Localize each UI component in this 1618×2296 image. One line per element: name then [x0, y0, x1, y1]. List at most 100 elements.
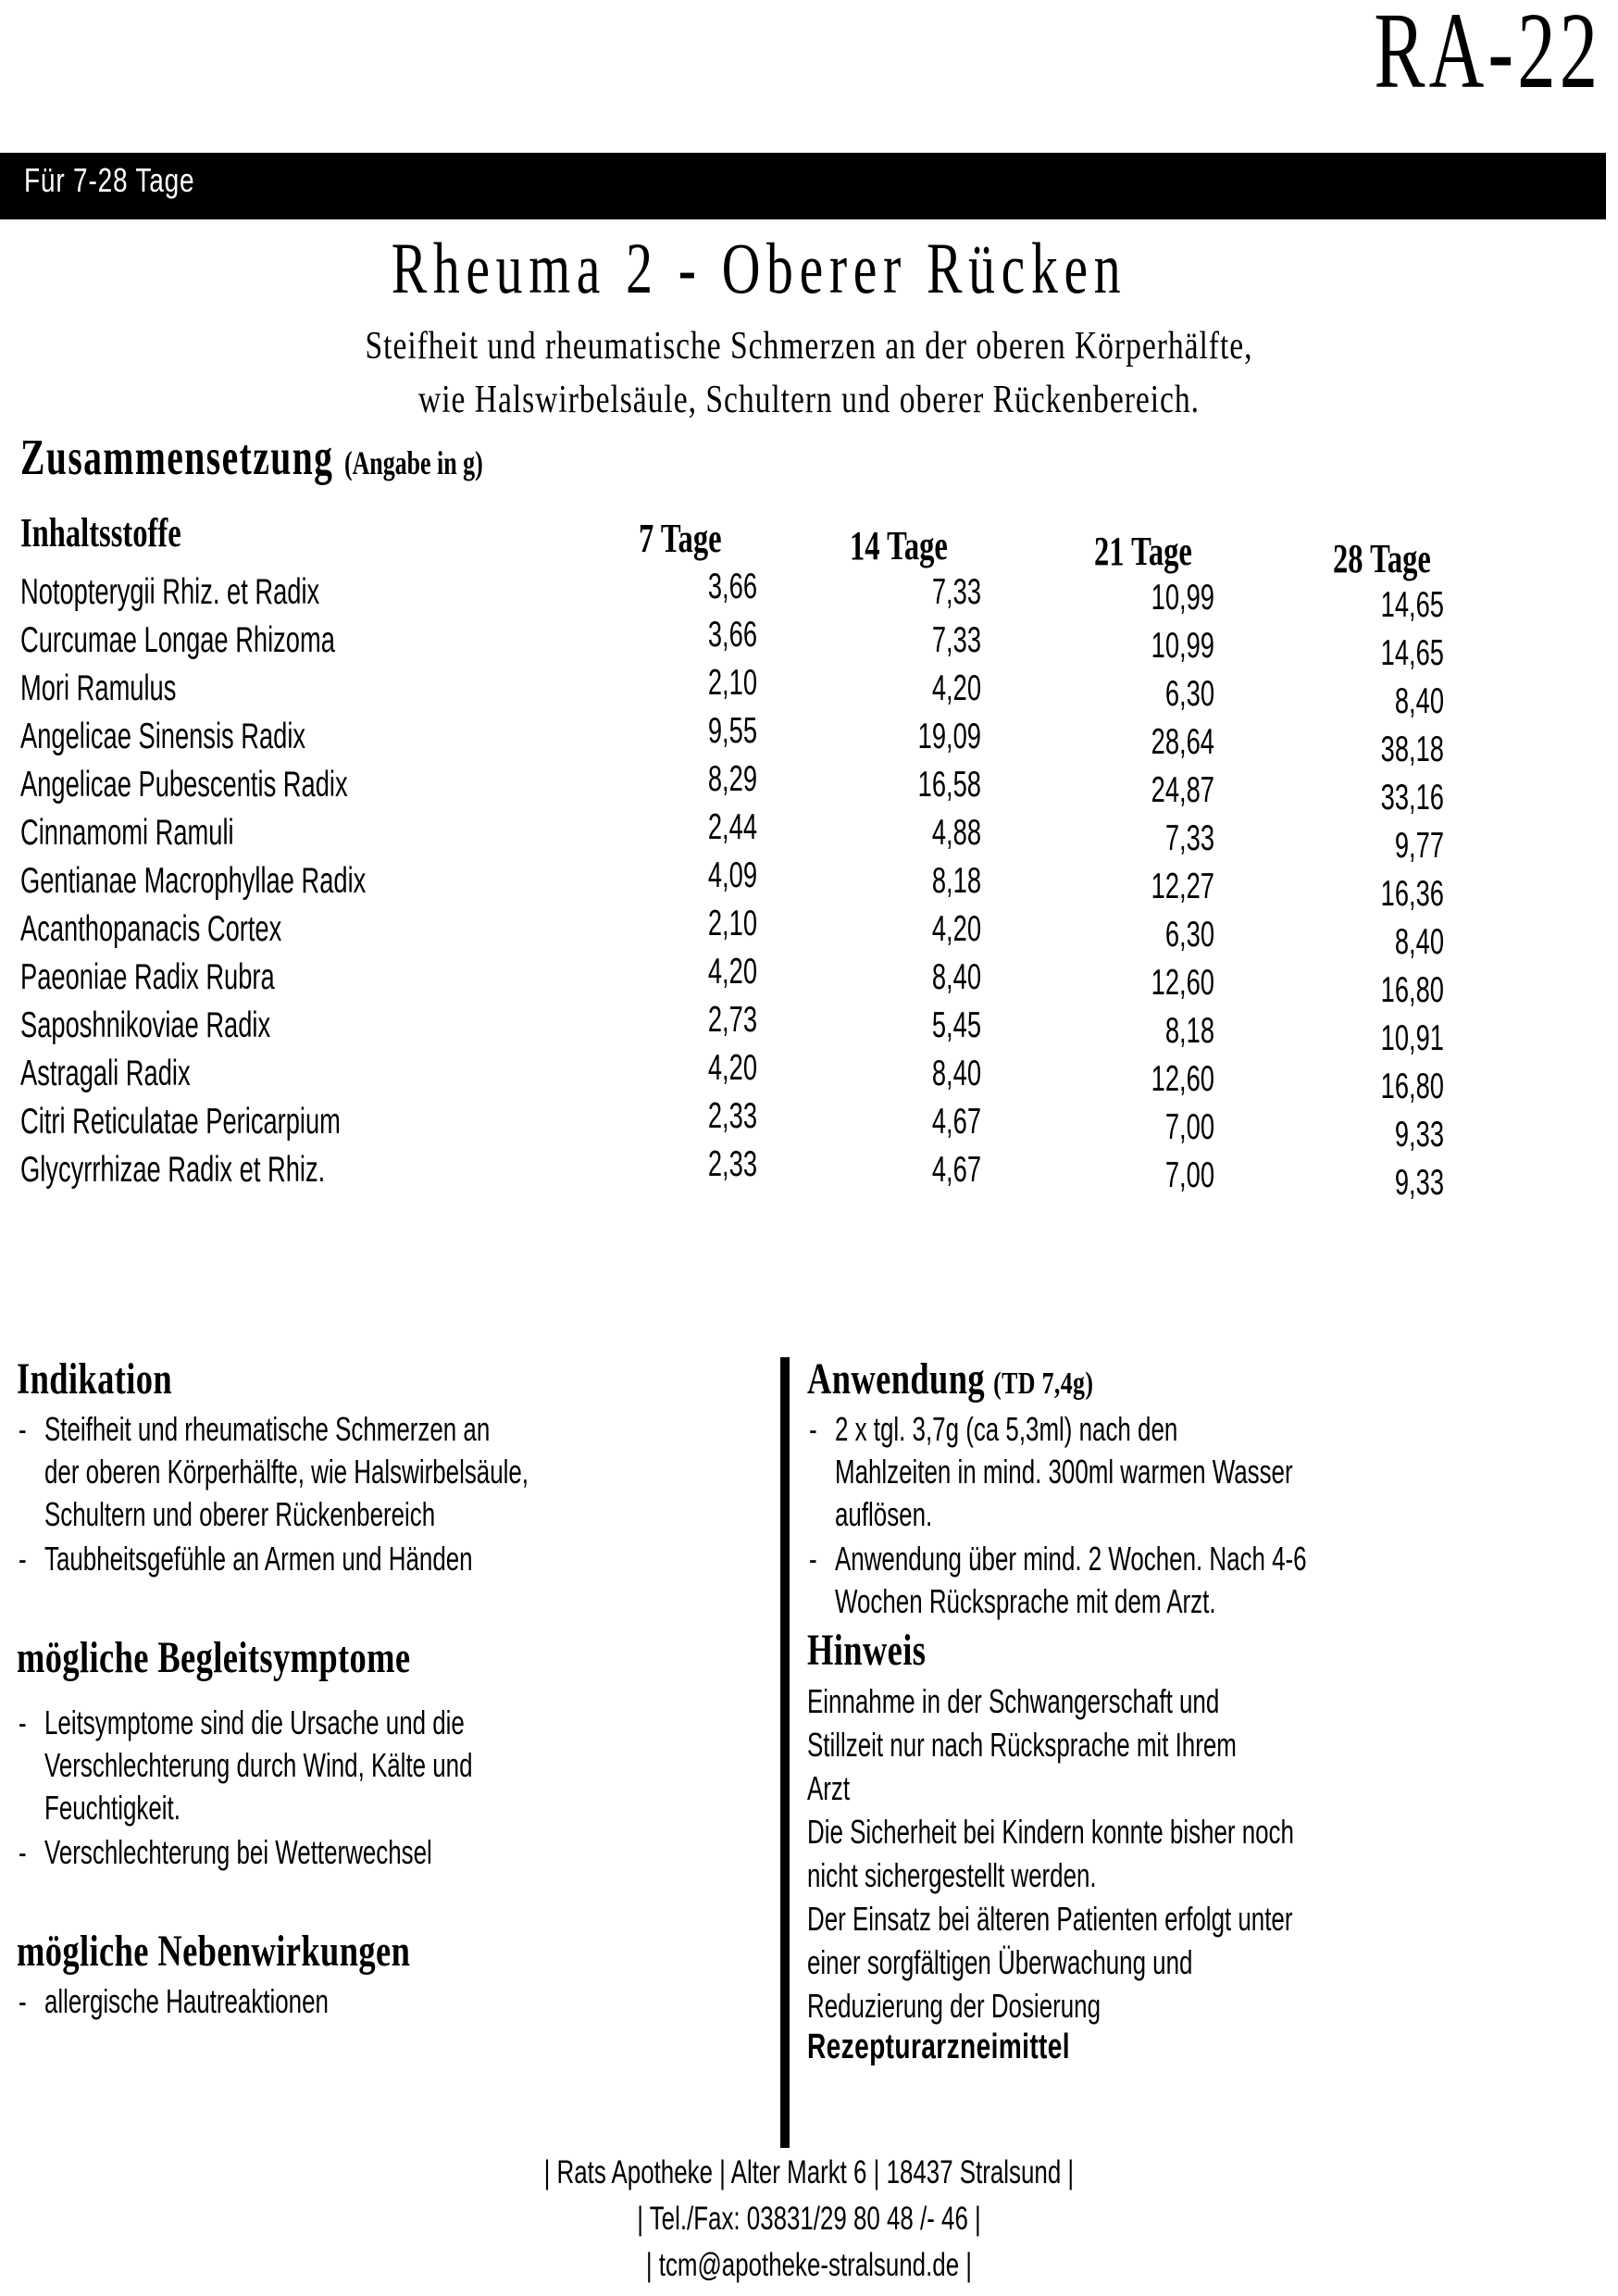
notice-line: Die Sicherheit bei Kindern konnte bisher…: [807, 1813, 1294, 1851]
list-item-line: Leitsymptome sind die Ursache und die: [44, 1703, 465, 1741]
ingredient-amount: 4,67: [931, 1102, 981, 1142]
ingredient-amount: 28,64: [1151, 722, 1214, 762]
ingredient-amount: 16,80: [1380, 1067, 1444, 1106]
ingredient-amount: 4,20: [931, 909, 981, 949]
table-row: Notopterygii Rhiz. et Radix 3,66 7,33 10,99…: [0, 567, 1618, 625]
table-column-header-28-tage: 28 Tage: [1333, 536, 1431, 581]
ingredient-name: Mori Ramulus: [20, 668, 177, 708]
ingredient-amount: 7,33: [931, 572, 981, 612]
ingredient-amount: 8,18: [1164, 1011, 1214, 1051]
ingredient-amount: 4,88: [931, 813, 981, 853]
notice-line: Arzt: [807, 1769, 851, 1807]
duration-badge-label: Für 7-28 Tage: [24, 161, 195, 199]
list-item: - Leitsymptome sind die Ursache und die …: [17, 1702, 766, 1829]
table-row: Paeoniae Radix Rubra 4,20 8,40 12,60 16,80: [0, 952, 1618, 1010]
list-item-line: auflösen.: [835, 1495, 933, 1533]
ingredient-name: Paeoniae Radix Rubra: [20, 957, 275, 997]
list-item: - allergische Hautreaktionen: [17, 1980, 766, 2023]
ingredient-name: Angelicae Sinensis Radix: [20, 717, 306, 756]
table-row: Mori Ramulus 2,10 4,20 6,30 8,40: [0, 663, 1618, 721]
ingredient-amount: 4,20: [931, 668, 981, 708]
table-column-header-21-tage: 21 Tage: [1094, 529, 1192, 574]
ingredient-amount: 2,73: [707, 1000, 757, 1040]
duration-badge-bar: Für 7-28 Tage: [0, 153, 1606, 219]
footer: | Rats Apotheke | Alter Markt 6 | 18437 …: [0, 2150, 1618, 2289]
page-subtitle-line-1: Steifheit und rheumatische Schmerzen an …: [365, 325, 1253, 368]
table-row: Gentianae Macrophyllae Radix 4,09 8,18 12,2…: [0, 855, 1618, 914]
ingredient-amount: 8,40: [931, 957, 981, 997]
prescription-status-badge: Rezepturarzneimittel: [807, 2028, 1070, 2066]
table-row: Citri Reticulatae Pericarpium 2,33 4,67 7,0…: [0, 1096, 1618, 1154]
ingredient-amount: 7,33: [931, 620, 981, 660]
ingredient-amount: 8,40: [1394, 922, 1444, 962]
ingredient-name: Acanthopanacis Cortex: [20, 909, 282, 949]
ingredient-amount: 4,20: [707, 1048, 757, 1088]
ingredient-amount: 5,45: [931, 1005, 981, 1045]
ingredient-amount: 9,33: [1394, 1115, 1444, 1154]
bullet-dash-icon: -: [19, 1833, 27, 1871]
bullet-dash-icon: -: [19, 1540, 27, 1578]
list-item: - 2 x tgl. 3,7g (ca 5,3ml) nach den Mahl…: [807, 1408, 1609, 1536]
list-item-line: Steifheit und rheumatische Schmerzen an: [44, 1410, 491, 1448]
table-row: Cinnamomi Ramuli 2,44 4,88 7,33 9,77: [0, 807, 1618, 866]
ingredient-amount: 7,00: [1164, 1107, 1214, 1147]
table-column-header-14-tage: 14 Tage: [850, 523, 948, 568]
ingredient-amount: 9,55: [707, 711, 757, 751]
product-code: RA-22: [1374, 0, 1601, 111]
ingredient-amount: 2,10: [707, 904, 757, 943]
ingredient-name: Saposhnikoviae Radix: [20, 1005, 271, 1045]
application-heading: Anwendung (TD 7,4g): [807, 1354, 1416, 1404]
page-subtitle-line-2: wie Halswirbelsäule, Schultern und obere…: [417, 379, 1201, 421]
list-item-line: Mahlzeiten in mind. 300ml warmen Wasser: [835, 1453, 1293, 1491]
list-item: - Verschlechterung bei Wetterwechsel: [17, 1831, 766, 1874]
side-effects-heading: mögliche Nebenwirkungen: [17, 1927, 411, 1976]
ingredient-amount: 6,30: [1164, 674, 1214, 714]
list-item: - Steifheit und rheumatische Schmerzen a…: [17, 1408, 766, 1536]
ingredient-amount: 2,33: [707, 1144, 757, 1184]
table-column-header-ingredients: Inhaltsstoffe: [20, 510, 181, 555]
ingredient-name: Cinnamomi Ramuli: [20, 813, 234, 853]
list-item-line: Anwendung über mind. 2 Wochen. Nach 4-6: [835, 1540, 1307, 1578]
bullet-dash-icon: -: [809, 1410, 817, 1448]
right-column: Anwendung (TD 7,4g) - 2 x tgl. 3,7g (ca 5…: [807, 1354, 1609, 2067]
list-item: - Taubheitsgefühle an Armen und Händen: [17, 1538, 766, 1580]
left-column: Indikation - Steifheit und rheumatische …: [17, 1354, 766, 2025]
ingredient-amount: 10,99: [1151, 626, 1214, 666]
ingredient-name: Citri Reticulatae Pericarpium: [20, 1102, 341, 1142]
ingredient-amount: 10,91: [1380, 1018, 1444, 1058]
notice-line: Reduzierung der Dosierung: [807, 1987, 1101, 2025]
bullet-dash-icon: -: [19, 1982, 27, 2020]
ingredient-amount: 3,66: [707, 615, 757, 655]
ingredient-amount: 6,30: [1164, 915, 1214, 955]
bullet-dash-icon: -: [809, 1540, 817, 1578]
ingredient-amount: 9,33: [1394, 1163, 1444, 1203]
ingredient-amount: 38,18: [1380, 730, 1444, 769]
ingredient-amount: 12,60: [1151, 963, 1214, 1003]
list-item: - Anwendung über mind. 2 Wochen. Nach 4-…: [807, 1538, 1609, 1623]
list-item-line: 2 x tgl. 3,7g (ca 5,3ml) nach den: [835, 1410, 1178, 1448]
ingredient-amount: 3,66: [707, 567, 757, 606]
ingredient-amount: 24,87: [1151, 770, 1214, 810]
ingredient-amount: 4,20: [707, 952, 757, 992]
table-row: Angelicae Sinensis Radix 9,55 19,09 28,64 38…: [0, 711, 1618, 769]
ingredient-amount: 2,33: [707, 1096, 757, 1136]
list-item-line: Schultern und oberer Rückenbereich: [44, 1495, 436, 1533]
spacer: [17, 1582, 766, 1632]
application-daily-dose-note: (TD 7,4g): [993, 1366, 1094, 1401]
ingredient-name: Angelicae Pubescentis Radix: [20, 765, 348, 805]
ingredient-name: Astragali Radix: [20, 1054, 191, 1093]
indication-list: - Steifheit und rheumatische Schmerzen a…: [17, 1408, 766, 1580]
bullet-dash-icon: -: [19, 1703, 27, 1741]
ingredient-amount: 16,36: [1380, 874, 1444, 914]
table-row: Angelicae Pubescentis Radix 8,29 16,58 24,8…: [0, 759, 1618, 817]
ingredient-amount: 8,18: [931, 861, 981, 901]
ingredient-name: Glycyrrhizae Radix et Rhiz.: [20, 1150, 326, 1190]
ingredient-amount: 10,99: [1151, 578, 1214, 618]
composition-heading: Zusammensetzung (Angabe in g): [20, 428, 483, 486]
table-row: Curcumae Longae Rhizoma 3,66 7,33 10,99 14,6…: [0, 615, 1618, 673]
bullet-dash-icon: -: [19, 1410, 27, 1448]
accompanying-symptoms-list: - Leitsymptome sind die Ursache und die …: [17, 1702, 766, 1874]
indication-heading: Indikation: [17, 1354, 173, 1404]
list-item-line: Feuchtigkeit.: [44, 1789, 180, 1827]
ingredient-amount: 8,40: [1394, 681, 1444, 721]
